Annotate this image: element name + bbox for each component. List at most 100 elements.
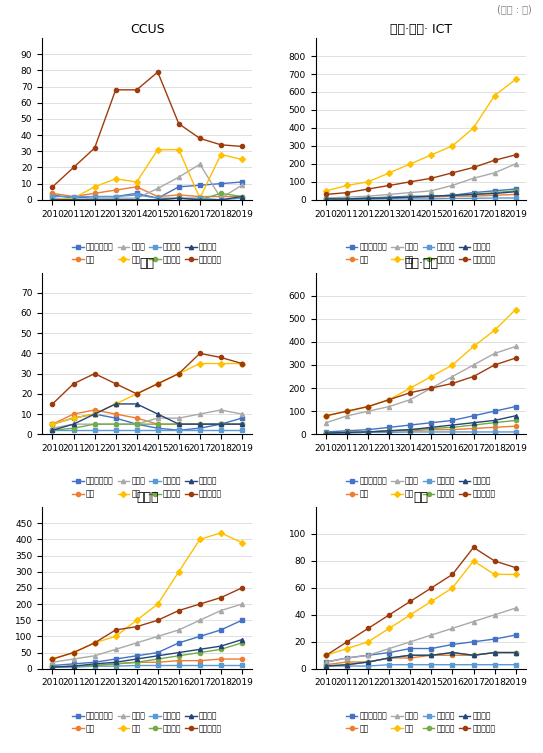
국공립연구소 — [323, 194, 330, 203]
중소기업 — [197, 645, 203, 654]
대기업 — [70, 654, 77, 663]
중견기업 — [407, 425, 414, 434]
대기업 — [470, 174, 477, 183]
중견기업 — [386, 654, 393, 663]
중견기업 — [134, 419, 140, 428]
대기업 — [70, 195, 77, 204]
출연연구소 — [218, 353, 224, 362]
중소기업 — [428, 192, 434, 201]
중소기업 — [112, 399, 119, 408]
중견기업 — [175, 419, 182, 428]
중견기업 — [428, 424, 434, 433]
중견기업 — [91, 419, 98, 428]
정부부처 — [197, 194, 203, 203]
Line: 기타: 기타 — [324, 192, 517, 201]
대학 — [449, 361, 456, 370]
대기업 — [70, 419, 77, 428]
대기업 — [491, 611, 498, 620]
국공립연구소 — [155, 194, 161, 203]
출연연구소 — [407, 177, 414, 186]
대기업 — [112, 645, 119, 654]
대학 — [218, 150, 224, 159]
중견기업 — [239, 192, 245, 201]
국공립연구소 — [513, 402, 519, 411]
대학 — [239, 359, 245, 368]
중소기업 — [70, 419, 77, 428]
정부부처 — [175, 425, 182, 434]
Line: 기타: 기타 — [324, 651, 517, 666]
대학 — [365, 637, 371, 646]
중견기업 — [239, 639, 245, 648]
중견기업 — [239, 419, 245, 428]
국공립연구소 — [344, 654, 350, 663]
국공립연구소 — [155, 648, 161, 657]
대기업 — [365, 192, 371, 201]
정부부처 — [386, 194, 393, 203]
대학 — [134, 616, 140, 625]
국공립연구소 — [134, 419, 140, 428]
정부부처 — [449, 428, 456, 437]
대기업 — [91, 651, 98, 660]
대학 — [344, 407, 350, 416]
대학 — [155, 380, 161, 389]
대기업 — [239, 181, 245, 190]
중견기업 — [155, 654, 161, 663]
정부부처 — [155, 661, 161, 670]
대기업 — [175, 626, 182, 635]
대학 — [428, 597, 434, 606]
기타 — [344, 428, 350, 437]
국공립연구소 — [513, 184, 519, 194]
기타 — [386, 194, 393, 203]
중견기업 — [344, 194, 350, 203]
정부부처 — [323, 195, 330, 204]
중소기업 — [70, 195, 77, 204]
기타 — [513, 648, 519, 657]
Line: 중소기업: 중소기업 — [50, 194, 244, 202]
중소기업 — [323, 428, 330, 437]
대학 — [70, 648, 77, 657]
Line: 출연연구소: 출연연구소 — [324, 545, 517, 657]
중소기업 — [239, 192, 245, 201]
국공립연구소 — [218, 419, 224, 428]
정부부처 — [239, 661, 245, 670]
중견기업 — [197, 195, 203, 204]
기타 — [218, 192, 224, 201]
중소기업 — [239, 635, 245, 644]
Line: 중견기업: 중견기업 — [324, 419, 517, 435]
국공립연구소 — [386, 648, 393, 657]
정부부처 — [91, 425, 98, 434]
Line: 국공립연구소: 국공립연구소 — [50, 412, 244, 432]
기타 — [175, 656, 182, 665]
정부부처 — [218, 661, 224, 670]
정부부처 — [470, 428, 477, 437]
기타 — [91, 661, 98, 670]
기타 — [70, 662, 77, 671]
중소기업 — [491, 416, 498, 425]
기타 — [197, 192, 203, 201]
국공립연구소 — [449, 416, 456, 425]
국공립연구소 — [175, 639, 182, 648]
Line: 기타: 기타 — [50, 408, 244, 426]
대학 — [386, 623, 393, 633]
중견기업 — [386, 426, 393, 435]
국공립연구소 — [449, 640, 456, 649]
대학 — [70, 194, 77, 203]
기타 — [491, 423, 498, 432]
정부부처 — [407, 194, 414, 203]
대학 — [91, 410, 98, 419]
정부부처 — [197, 661, 203, 670]
정부부처 — [407, 660, 414, 669]
출연연구소 — [155, 616, 161, 625]
중소기업 — [49, 195, 56, 204]
대기업 — [513, 342, 519, 351]
대학 — [112, 399, 119, 408]
중소기업 — [91, 410, 98, 419]
출연연구소 — [470, 163, 477, 172]
대학 — [155, 599, 161, 608]
정부부처 — [491, 660, 498, 669]
출연연구소 — [91, 144, 98, 153]
Line: 정부부처: 정부부처 — [324, 430, 517, 435]
중견기업 — [155, 195, 161, 204]
대학 — [134, 389, 140, 398]
Line: 중견기업: 중견기업 — [324, 189, 517, 201]
